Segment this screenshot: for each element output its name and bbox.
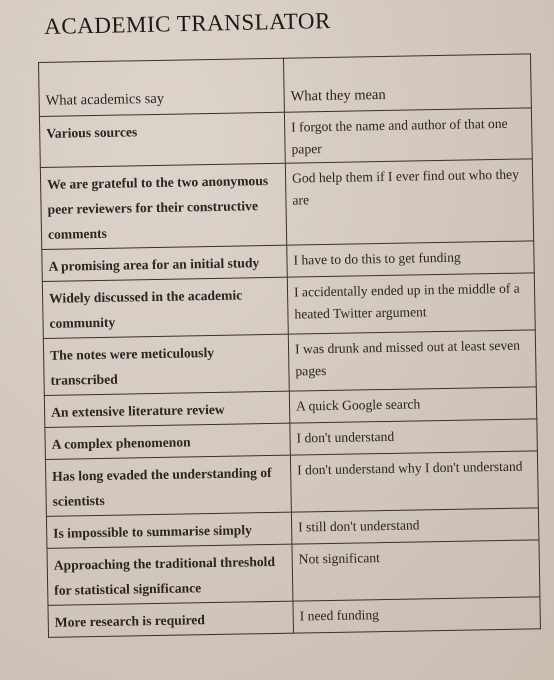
phrase-meaning: I accidentally ended up in the middle of… <box>287 272 536 335</box>
page-title: ACADEMIC TRANSLATOR <box>44 7 332 39</box>
phrase-meaning: I have to do this to get funding <box>286 240 535 278</box>
academic-phrase: Various sources <box>39 112 286 168</box>
academic-phrase: More research is required <box>47 601 294 638</box>
phrase-meaning: God help them if I ever find out who the… <box>285 158 534 246</box>
phrase-meaning: I was drunk and missed out at least seve… <box>288 329 537 392</box>
table-row: Widely discussed in the academic communi… <box>42 272 536 339</box>
phrase-meaning: I still don't understand <box>291 507 539 545</box>
table-row: The notes were meticulously transcribed … <box>43 329 537 396</box>
academic-phrase: Has long evaded the understanding of sci… <box>45 455 292 517</box>
phrase-meaning: I don't understand <box>289 418 538 456</box>
translator-table: What academics say What they mean Variou… <box>38 53 541 638</box>
academic-phrase: An extensive literature review <box>44 391 290 428</box>
table-row: Various sources I forgot the name and au… <box>39 107 533 168</box>
academic-phrase: Approaching the traditional threshold fo… <box>46 544 293 606</box>
academic-phrase: We are grateful to the two anonymous pee… <box>40 163 287 250</box>
phrase-meaning: I need funding <box>292 596 541 634</box>
header-academics-say: What academics say <box>38 58 285 117</box>
academic-phrase: Widely discussed in the academic communi… <box>42 277 289 339</box>
academic-phrase: The notes were meticulously transcribed <box>43 334 290 396</box>
phrase-meaning: Not significant <box>291 539 540 602</box>
academic-phrase: A complex phenomenon <box>44 423 291 460</box>
translator-table-wrap: What academics say What they mean Variou… <box>38 53 541 638</box>
table-row: Approaching the traditional threshold fo… <box>46 539 540 606</box>
academic-phrase: Is impossible to summarise simply <box>46 512 292 549</box>
table-header-row: What academics say What they mean <box>38 53 532 117</box>
phrase-meaning: A quick Google search <box>289 386 537 424</box>
phrase-meaning: I don't understand why I don't understan… <box>290 450 539 513</box>
table-row: Has long evaded the understanding of sci… <box>45 450 539 517</box>
header-they-mean: What they mean <box>283 53 532 113</box>
phrase-meaning: I forgot the name and author of that one… <box>284 107 533 164</box>
table-row: We are grateful to the two anonymous pee… <box>40 158 534 250</box>
academic-phrase: A promising area for an initial study <box>41 245 288 282</box>
